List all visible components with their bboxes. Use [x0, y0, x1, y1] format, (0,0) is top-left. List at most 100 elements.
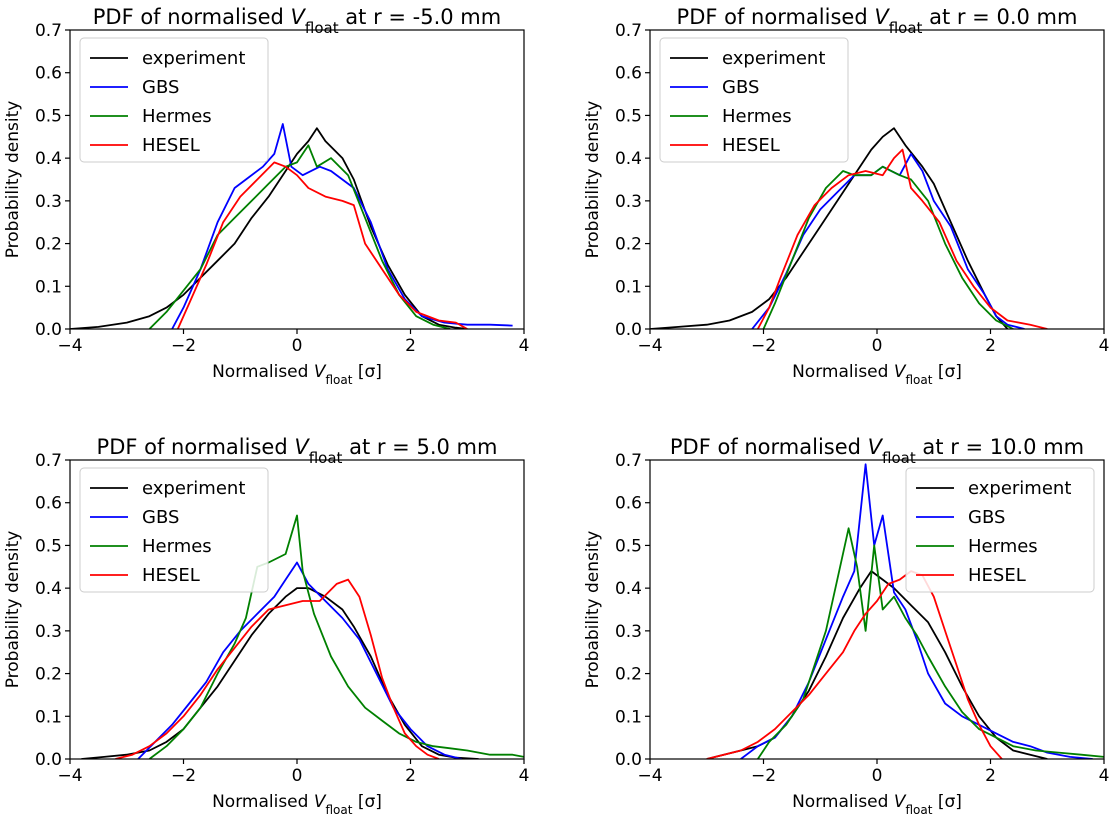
legend: experiment GBS Hermes HESEL: [79, 37, 269, 163]
series-group: [81, 514, 524, 759]
legend-label-hermes: Hermes: [968, 536, 1038, 557]
series-line-hesel: [706, 570, 1003, 759]
legend: experiment GBS Hermes HESEL: [79, 467, 269, 593]
y-tick-label: 0.7: [35, 21, 62, 41]
series-line-hesel: [757, 148, 1048, 329]
y-tick-label: 0.3: [35, 192, 62, 212]
legend-label-gbs: GBS: [142, 77, 179, 98]
y-tick-label: 0.2: [35, 665, 62, 685]
series-line-experiment: [706, 570, 1048, 759]
y-tick-label: 0.6: [35, 64, 62, 84]
y-axis-label: Probability density: [583, 531, 603, 689]
chart-panel-4: PDF of normalised Vfloat at r = 10.0 mm −…: [583, 435, 1109, 816]
chart-title: PDF of normalised Vfloat at r = 10.0 mm: [670, 435, 1084, 467]
legend-label-gbs: GBS: [722, 77, 759, 98]
legend-label-hermes: Hermes: [142, 106, 212, 127]
legend: experiment GBS Hermes HESEL: [905, 467, 1095, 593]
series-line-experiment: [70, 127, 468, 329]
y-axis-label: Probability density: [3, 531, 23, 689]
legend-label-experiment: experiment: [722, 48, 825, 69]
chart-panel-2: PDF of normalised Vfloat at r = 0.0 mm −4…: [583, 5, 1109, 387]
series-line-gbs: [137, 561, 462, 759]
y-tick-label: 0.6: [615, 494, 642, 514]
y-tick-label: 0.4: [35, 149, 62, 169]
y-tick-label: 0.0: [615, 320, 642, 340]
legend-label-experiment: experiment: [142, 478, 245, 499]
y-tick-label: 0.6: [35, 494, 62, 514]
x-tick-label: −2: [751, 766, 776, 786]
legend-label-hesel: HESEL: [722, 135, 780, 156]
y-tick-label: 0.2: [615, 235, 642, 255]
legend-box: [79, 467, 269, 593]
legend-label-hesel: HESEL: [142, 135, 200, 156]
x-tick-label: 2: [405, 766, 416, 786]
x-axis-label: Normalised Vfloat [σ]: [792, 362, 962, 387]
y-tick-label: 0.3: [615, 622, 642, 642]
y-tick-label: 0.1: [35, 707, 62, 727]
legend-label-hesel: HESEL: [968, 565, 1026, 586]
x-tick-label: 0: [292, 336, 303, 356]
x-tick-label: −2: [171, 336, 196, 356]
y-tick-label: 0.5: [35, 106, 62, 126]
series-line-hermes: [148, 514, 524, 759]
legend-box: [659, 37, 849, 163]
y-tick-label: 0.2: [35, 235, 62, 255]
x-tick-label: −2: [171, 766, 196, 786]
x-tick-label: 4: [519, 766, 530, 786]
x-axis-label: Normalised Vfloat [σ]: [212, 792, 382, 816]
x-tick-label: 2: [405, 336, 416, 356]
y-tick-label: 0.7: [35, 451, 62, 471]
x-tick-label: 0: [292, 766, 303, 786]
y-tick-label: 0.1: [35, 277, 62, 297]
y-tick-label: 0.3: [615, 192, 642, 212]
y-tick-label: 0.7: [615, 451, 642, 471]
series-line-hesel: [115, 578, 440, 759]
y-tick-label: 0.7: [615, 21, 642, 41]
y-tick-label: 0.5: [615, 106, 642, 126]
y-tick-label: 0.4: [615, 579, 642, 599]
series-line-hermes: [762, 165, 1014, 329]
x-axis-label: Normalised Vfloat [σ]: [212, 362, 382, 387]
legend-label-gbs: GBS: [968, 507, 1005, 528]
legend-label-experiment: experiment: [142, 48, 245, 69]
x-tick-label: 0: [872, 336, 883, 356]
series-line-experiment: [650, 127, 1009, 329]
y-tick-label: 0.4: [35, 579, 62, 599]
y-tick-label: 0.5: [35, 536, 62, 556]
x-tick-label: −4: [637, 336, 662, 356]
y-tick-label: 0.3: [35, 622, 62, 642]
series-line-gbs: [751, 153, 1025, 329]
chart-title: PDF of normalised Vfloat at r = 5.0 mm: [97, 435, 498, 467]
series-line-experiment: [81, 587, 479, 759]
chart-title: PDF of normalised Vfloat at r = 0.0 mm: [677, 5, 1078, 37]
y-tick-label: 0.6: [615, 64, 642, 84]
series-line-gbs: [171, 123, 513, 329]
x-tick-label: 4: [519, 336, 530, 356]
y-axis-label: Probability density: [3, 101, 23, 259]
y-tick-label: 0.5: [615, 536, 642, 556]
x-tick-label: −4: [57, 766, 82, 786]
x-tick-label: −4: [637, 766, 662, 786]
y-tick-label: 0.2: [615, 665, 642, 685]
y-tick-label: 0.4: [615, 149, 642, 169]
legend-label-experiment: experiment: [968, 478, 1071, 499]
legend-label-hermes: Hermes: [722, 106, 792, 127]
legend-label-gbs: GBS: [142, 507, 179, 528]
y-axis-label: Probability density: [583, 101, 603, 259]
y-tick-label: 0.0: [35, 320, 62, 340]
series-group: [706, 463, 1104, 759]
series-group: [70, 123, 513, 329]
y-tick-label: 0.1: [615, 707, 642, 727]
x-tick-label: 4: [1099, 766, 1110, 786]
series-line-hesel: [176, 161, 468, 329]
x-tick-label: 4: [1099, 336, 1110, 356]
x-tick-label: 2: [985, 336, 996, 356]
chart-panel-3: PDF of normalised Vfloat at r = 5.0 mm −4…: [3, 435, 529, 816]
chart-title: PDF of normalised Vfloat at r = -5.0 mm: [93, 5, 501, 37]
x-tick-label: 0: [872, 766, 883, 786]
series-line-hermes: [757, 527, 1104, 759]
series-group: [650, 127, 1048, 329]
y-tick-label: 0.1: [615, 277, 642, 297]
legend-box: [905, 467, 1095, 593]
